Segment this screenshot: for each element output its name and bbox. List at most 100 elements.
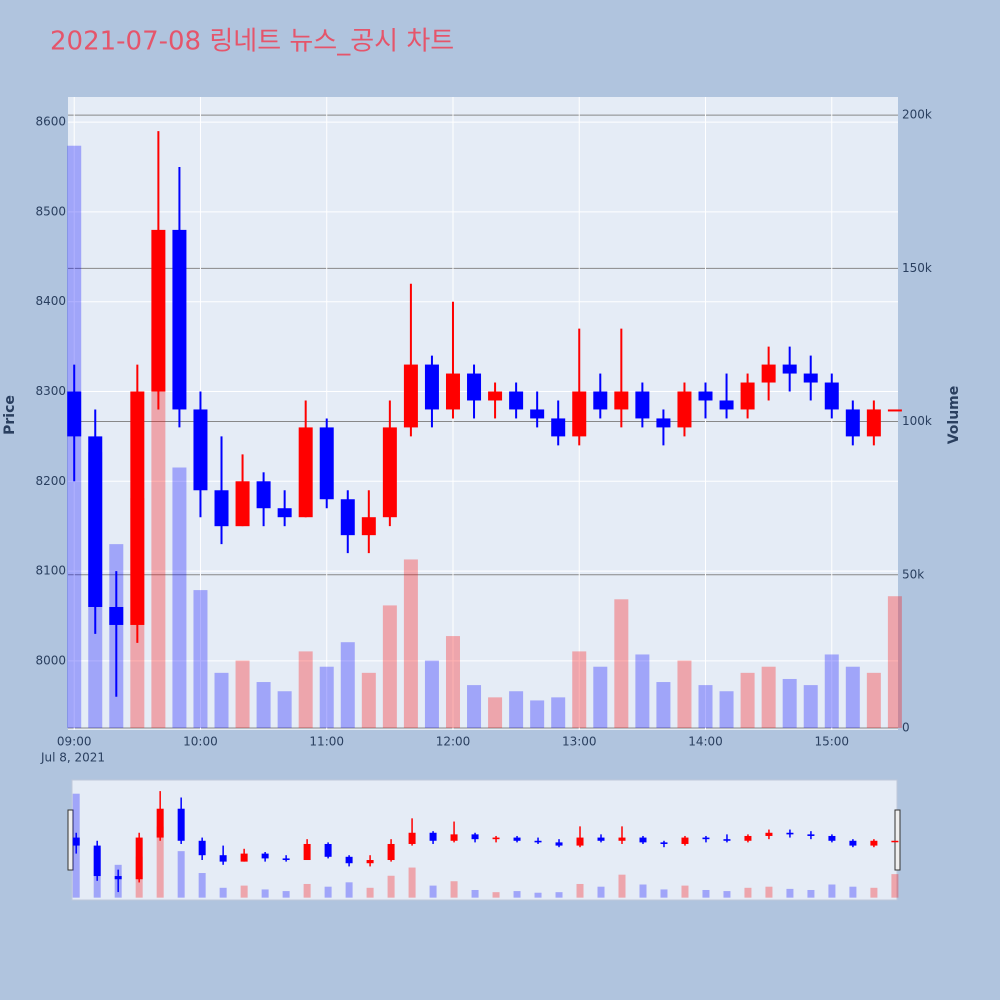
volume-bar: [887, 596, 902, 729]
candle-body: [467, 373, 482, 401]
candle-body: [740, 382, 755, 410]
slider-candle-body: [618, 837, 626, 841]
slider-candle-body: [303, 843, 311, 861]
slider-candle-body: [744, 835, 752, 841]
volume-bar: [677, 660, 692, 729]
slider-volume-bar: [702, 889, 710, 898]
slider-candle-body: [534, 840, 542, 843]
candle-body: [109, 606, 124, 625]
slider-candle-body: [576, 837, 584, 846]
slider-volume-bar: [744, 887, 752, 898]
slider-volume-bar: [513, 891, 521, 898]
y2-tick-label: 0: [902, 721, 910, 735]
slider-volume-bar: [534, 892, 542, 898]
slider-volume-bar: [786, 888, 794, 898]
candle-body: [172, 229, 187, 410]
candle-body: [424, 364, 439, 410]
slider-candle-body: [219, 855, 227, 862]
slider-volume-bar: [765, 886, 773, 898]
slider-volume-bar: [555, 892, 563, 898]
candle-body: [551, 418, 566, 437]
candle-body: [782, 364, 797, 374]
candle-body: [614, 391, 629, 410]
candle-body: [887, 409, 902, 412]
volume-bar: [445, 636, 460, 729]
slider-handle[interactable]: [894, 809, 901, 871]
volume-bar: [614, 599, 629, 729]
slider-volume-bar: [156, 826, 164, 898]
y-tick-label: 8600: [35, 115, 66, 129]
range-slider[interactable]: [71, 779, 898, 901]
slider-volume-bar: [576, 883, 584, 898]
candle-body: [361, 517, 376, 536]
candle-body: [635, 391, 650, 419]
slider-volume-bar: [891, 874, 899, 898]
slider-volume-bar: [828, 884, 836, 898]
slider-volume-bar: [870, 887, 878, 898]
slider-candle-body: [870, 840, 878, 846]
y2-tick-label: 200k: [902, 108, 932, 122]
x-tick-label: 09:00: [57, 735, 92, 749]
candle-body: [803, 373, 818, 383]
volume-bar: [193, 590, 208, 729]
slider-volume-bar: [849, 886, 857, 898]
candle-body: [593, 391, 608, 410]
volume-bar: [866, 672, 881, 729]
volume-bar: [635, 654, 650, 729]
volume-bar: [424, 660, 439, 729]
volume-bar: [656, 682, 671, 729]
volume-bar: [403, 559, 418, 729]
volume-bar: [361, 672, 376, 729]
slider-candle-body: [366, 860, 374, 864]
volume-bar: [256, 682, 271, 729]
slider-volume-bar: [639, 884, 647, 898]
candle-body: [130, 391, 145, 625]
volume-bar: [530, 700, 545, 729]
slider-volume-bar: [660, 889, 668, 898]
y2-tick-label: 50k: [902, 567, 924, 581]
slider-candle-body: [765, 832, 773, 836]
volume-bar: [340, 642, 355, 729]
candle-body: [382, 427, 397, 518]
x-tick-label: 11:00: [309, 735, 344, 749]
volume-bar: [824, 654, 839, 729]
slider-volume-bar: [198, 873, 206, 898]
volume-bar: [551, 697, 566, 729]
plot-area: [68, 97, 898, 730]
candle-body: [656, 418, 671, 428]
candle-body: [298, 427, 313, 518]
slider-volume-bar: [387, 875, 395, 898]
volume-bar: [488, 697, 503, 729]
candle-body: [509, 391, 524, 410]
slider-candle-body: [828, 835, 836, 841]
slider-candle-body: [324, 843, 332, 857]
slider-candle-body: [387, 843, 395, 861]
slider-volume-bar: [618, 874, 626, 898]
volume-bar: [319, 666, 334, 729]
volume-bar: [845, 666, 860, 729]
slider-candle-body: [177, 808, 185, 841]
candle-body: [572, 391, 587, 437]
candle-body: [761, 364, 776, 383]
y-tick-label: 8400: [35, 294, 66, 308]
candle-body: [193, 409, 208, 491]
slider-candle-body: [597, 837, 605, 841]
slider-candle-body: [282, 858, 290, 861]
volume-bar: [593, 666, 608, 729]
slider-candle-body: [198, 840, 206, 856]
volume-bar: [572, 651, 587, 729]
slider-candle-body: [72, 837, 80, 846]
slider-volume-bar: [240, 885, 248, 898]
slider-handle[interactable]: [67, 809, 74, 871]
slider-volume-bar: [261, 889, 269, 898]
x-tick-label: 15:00: [814, 735, 849, 749]
slider-volume-bar: [492, 892, 500, 898]
candle-body: [866, 409, 881, 437]
slider-candle-body: [135, 837, 143, 880]
candle-body: [445, 373, 460, 410]
slider-volume-bar: [366, 887, 374, 898]
candle-body: [824, 382, 839, 410]
slider-volume-bar: [681, 885, 689, 898]
